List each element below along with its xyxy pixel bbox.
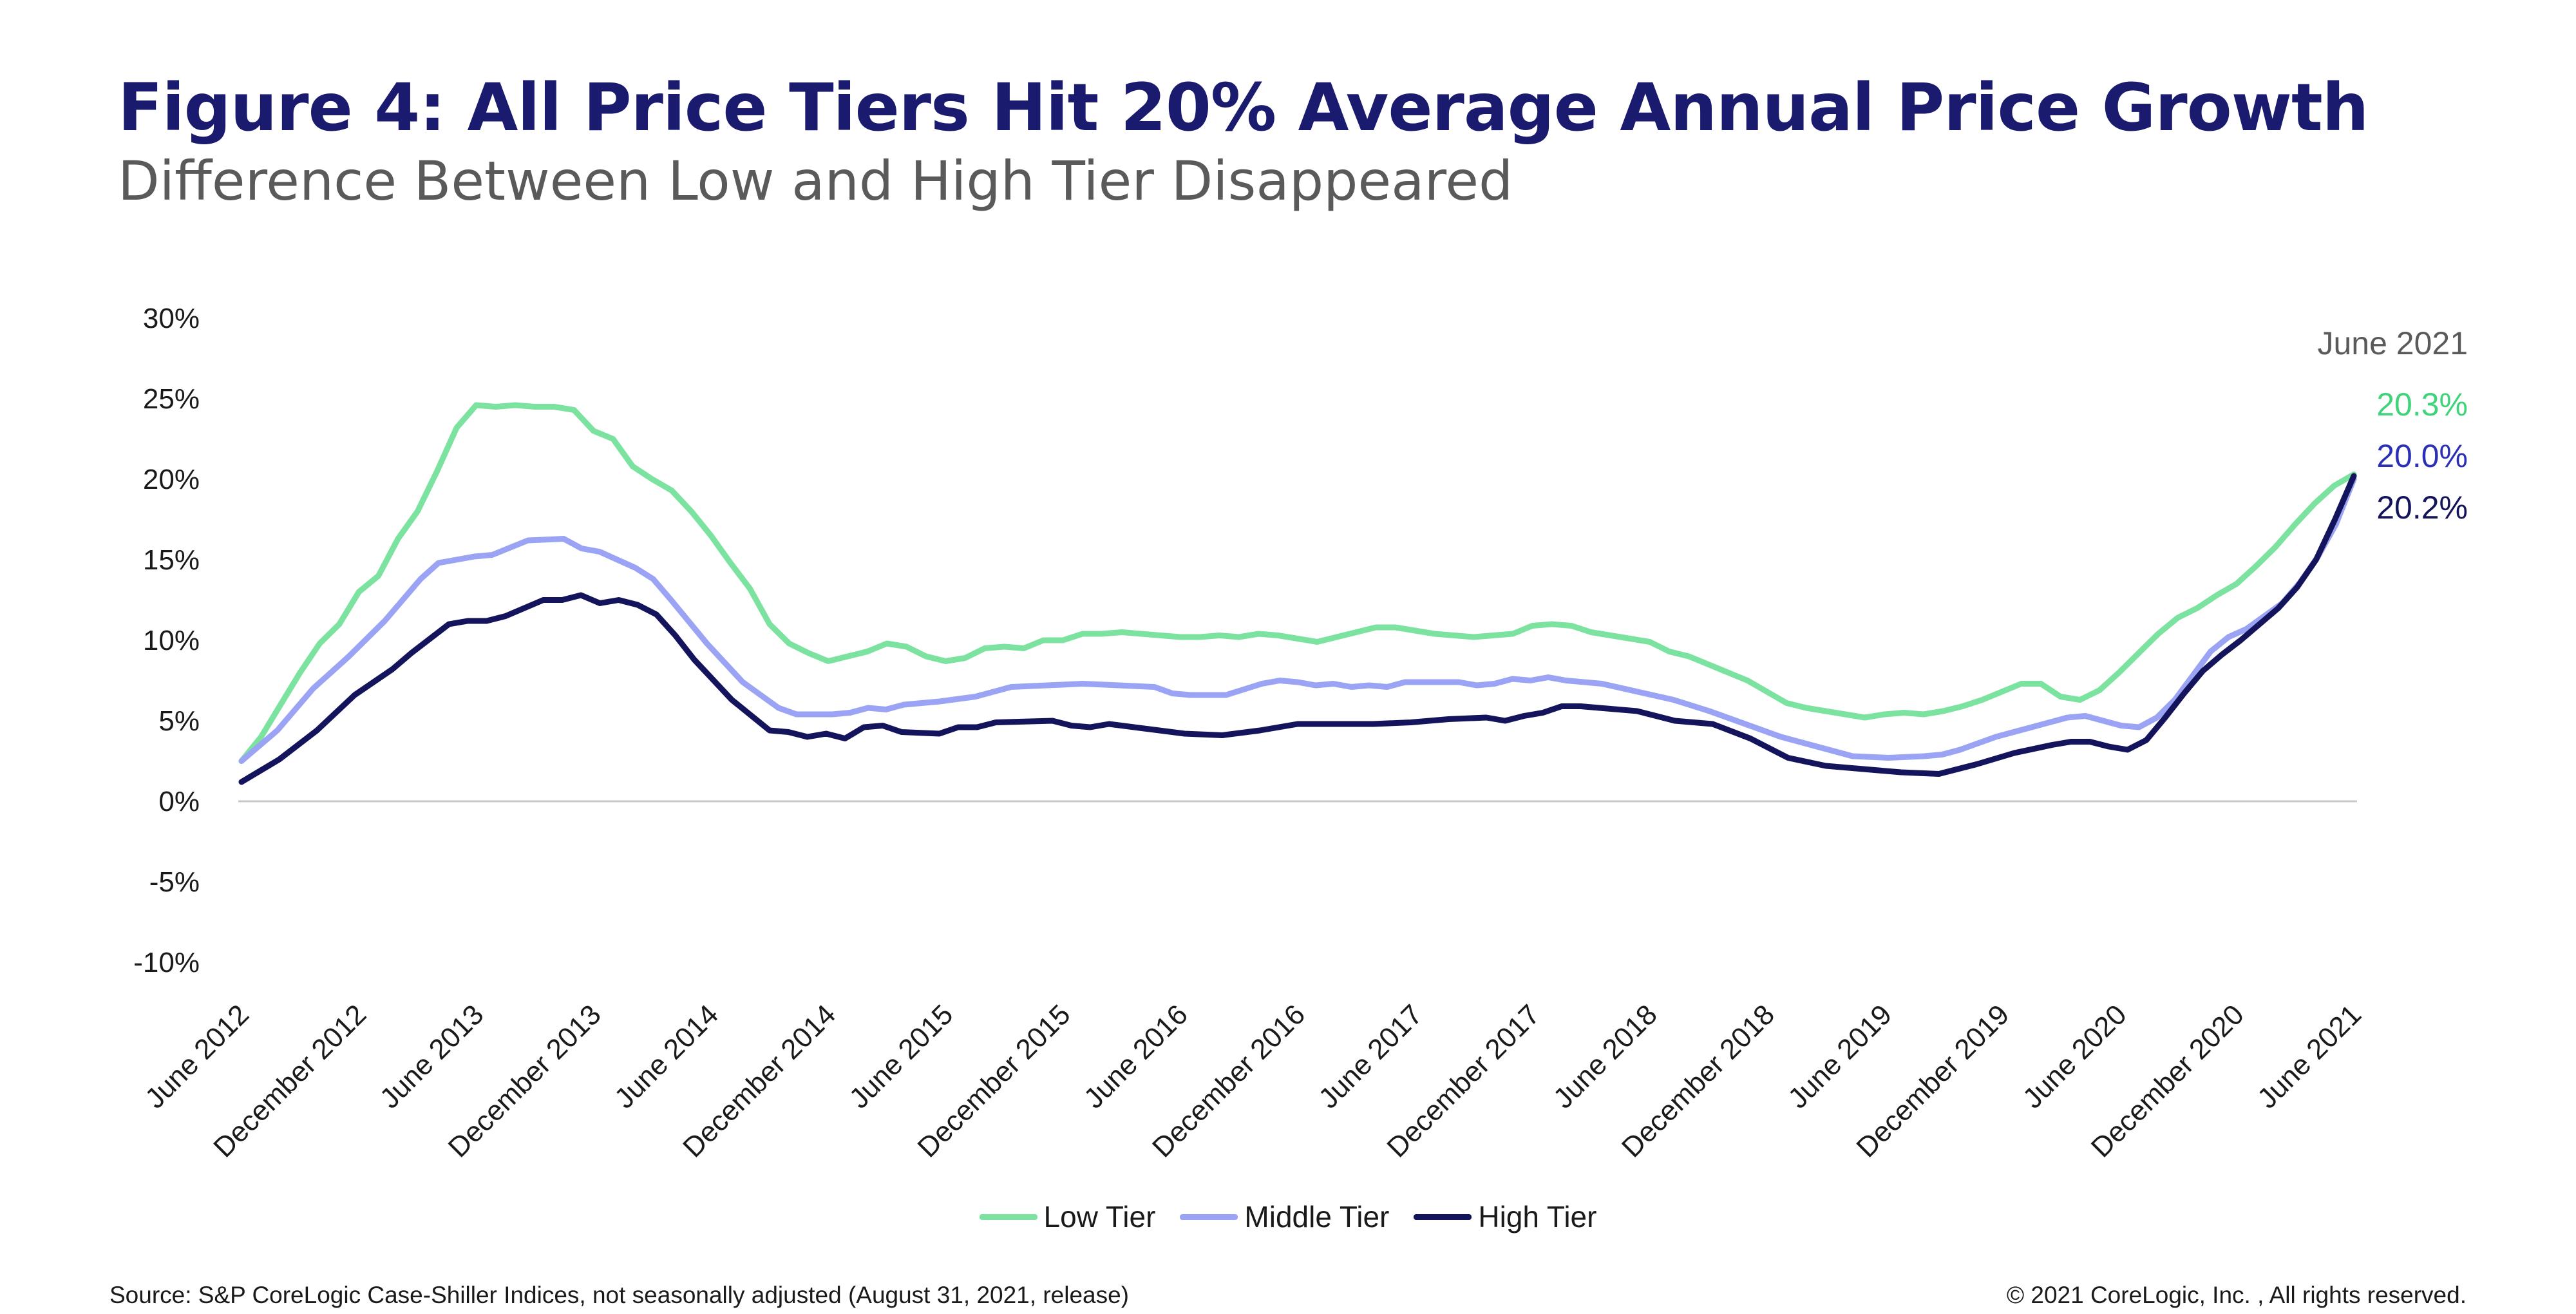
y-tick-label: 15% xyxy=(143,544,200,576)
end-annotation-value: 20.2% xyxy=(2376,490,2468,526)
y-tick-label: 0% xyxy=(158,786,200,817)
y-tick-label: 25% xyxy=(143,383,200,415)
legend-swatch-middle-tier xyxy=(1180,1214,1238,1220)
y-tick-label: 10% xyxy=(143,625,200,656)
legend-label-middle-tier: Middle Tier xyxy=(1244,1200,1390,1233)
x-tick-label: June 2015 xyxy=(843,998,959,1114)
y-tick-label: -10% xyxy=(133,947,200,978)
y-tick-label: -5% xyxy=(149,866,200,898)
end-annotation: June 2021 20.3% 20.0% 20.2% xyxy=(2317,325,2468,526)
legend-item-high-tier: High Tier xyxy=(1414,1199,1596,1234)
x-tick-label: June 2019 xyxy=(1782,998,1898,1114)
legend-label-high-tier: High Tier xyxy=(1478,1200,1597,1233)
x-tick-label: June 2020 xyxy=(2017,998,2133,1114)
chart-subtitle: Difference Between Low and High Tier Dis… xyxy=(118,149,1513,213)
legend: Low Tier Middle Tier High Tier xyxy=(0,1199,2576,1234)
legend-item-low-tier: Low Tier xyxy=(979,1199,1156,1234)
series-line-middle-tier xyxy=(238,476,2357,764)
legend-swatch-high-tier xyxy=(1414,1214,1472,1220)
end-annotation-value: 20.3% xyxy=(2376,386,2468,423)
source-note: Source: S&P CoreLogic Case-Shiller Indic… xyxy=(109,1282,1129,1308)
end-annotation-value: 20.0% xyxy=(2376,438,2468,474)
legend-label-low-tier: Low Tier xyxy=(1043,1200,1156,1233)
x-tick-label: June 2017 xyxy=(1312,998,1428,1114)
x-tick-label: June 2018 xyxy=(1548,998,1663,1114)
end-annotation-date: June 2021 xyxy=(2317,325,2468,361)
legend-swatch-low-tier xyxy=(979,1214,1037,1220)
y-tick-label: 5% xyxy=(158,705,200,737)
x-tick-label: June 2021 xyxy=(2251,998,2367,1114)
y-tick-label: 30% xyxy=(143,303,200,334)
x-tick-label: June 2014 xyxy=(609,998,724,1114)
x-tick-label: June 2016 xyxy=(1078,998,1194,1114)
x-tick-label: June 2012 xyxy=(139,998,255,1114)
series-line-high-tier xyxy=(238,473,2357,785)
y-tick-label: 20% xyxy=(143,464,200,495)
series-group xyxy=(238,402,2357,785)
legend-item-middle-tier: Middle Tier xyxy=(1180,1199,1389,1234)
x-tick-label: June 2013 xyxy=(374,998,490,1114)
chart-title: Figure 4: All Price Tiers Hit 20% Averag… xyxy=(118,70,2369,146)
copyright-note: © 2021 CoreLogic, Inc. , All rights rese… xyxy=(2006,1282,2467,1308)
series-line-low-tier xyxy=(238,402,2357,764)
y-axis: 30% 25% 20% 15% 10% 5% 0% -5% -10% xyxy=(133,303,2357,978)
